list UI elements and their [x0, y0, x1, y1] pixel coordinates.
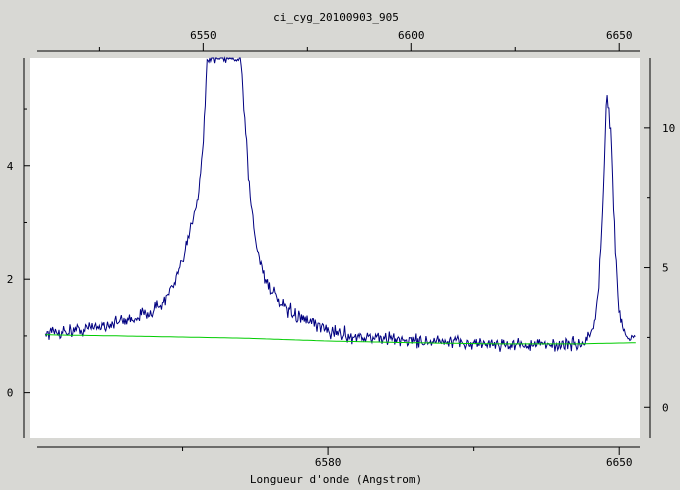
bottom-axis-tick-label: 6580 [315, 456, 342, 469]
left-y-axis: 0 2 4 [7, 58, 30, 438]
top-axis-tick-label: 6600 [398, 29, 425, 42]
right-axis-tick-label: 10 [662, 122, 675, 135]
left-axis-tick-label: 0 [7, 387, 14, 400]
series-line-1 [44, 56, 636, 352]
left-axis-tick-label: 4 [7, 160, 14, 173]
series-line-2 [45, 334, 636, 345]
right-axis-tick-label: 5 [662, 262, 669, 275]
right-axis-tick-label: 0 [662, 401, 669, 414]
plot-area [30, 58, 640, 438]
right-y-axis: 0 5 10 [644, 58, 675, 438]
series-layer [44, 56, 636, 352]
bottom-axis-tick-label: 6650 [606, 456, 633, 469]
bottom-x-axis: 6580 6650 [37, 446, 640, 469]
left-axis-tick-label: 2 [7, 273, 14, 286]
top-axis-tick-label: 6550 [190, 29, 217, 42]
top-x-axis: 6550 6600 6650 [37, 29, 640, 52]
chart-title: ci_cyg_20100903_905 [273, 11, 399, 24]
top-axis-tick-label: 6650 [606, 29, 633, 42]
x-axis-label: Longueur d'onde (Angstrom) [250, 473, 422, 486]
